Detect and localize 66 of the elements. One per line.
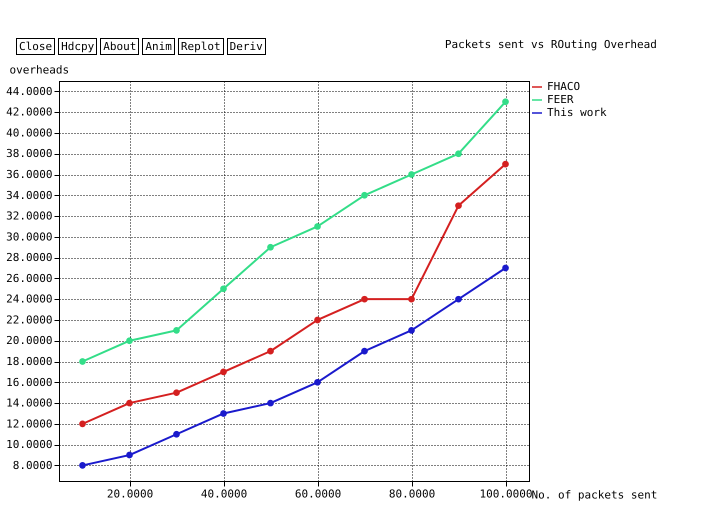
toolbar-button[interactable]: About (100, 38, 140, 55)
point (502, 264, 509, 272)
point (314, 378, 321, 386)
point (408, 296, 415, 303)
point (455, 202, 462, 210)
y-tick-label: 38.0000 (6, 147, 52, 160)
y-tick-label: 14.0000 (6, 396, 52, 410)
point (126, 452, 133, 458)
point (455, 150, 462, 158)
y-tick-label: 44.0000 (6, 84, 52, 98)
y-tick-label: 16.0000 (6, 376, 52, 389)
y-tick-label: 32.0000 (6, 210, 52, 223)
x-tick-label: 20.0000 (106, 488, 154, 500)
x-tick-label: 60.0000 (294, 488, 342, 500)
point (361, 348, 368, 354)
point (408, 171, 415, 178)
y-tick-label: 8.0000 (12, 458, 52, 472)
point (455, 296, 462, 303)
y-tick-label: 12.0000 (6, 417, 52, 430)
toolbar-button[interactable]: Close (16, 38, 56, 55)
y-axis-title: overheads (10, 64, 70, 76)
point (79, 462, 86, 469)
legend-label: FEER (547, 93, 574, 106)
chart-title: Packets sent vs ROuting Overhead (444, 38, 657, 51)
point (126, 337, 133, 344)
y-tick-label: 40.0000 (6, 126, 52, 140)
point (79, 420, 86, 428)
y-tick-label: 30.0000 (6, 230, 52, 244)
point (173, 389, 180, 396)
point (361, 192, 368, 199)
x-tick-label: 100.0000 (480, 488, 532, 500)
point (502, 98, 509, 106)
x-tick-label: 40.0000 (200, 488, 248, 500)
y-tick-label: 26.0000 (6, 272, 52, 285)
y-tick-label: 22.0000 (6, 313, 52, 326)
point (361, 296, 368, 303)
toolbar-button[interactable]: Deriv (226, 38, 266, 55)
point (173, 430, 180, 438)
point (267, 400, 274, 406)
point (126, 400, 133, 406)
point (267, 244, 274, 251)
legend-label: FHACO (547, 80, 580, 93)
point (267, 348, 274, 354)
point (79, 358, 86, 365)
toolbar-button[interactable]: Anim (142, 38, 175, 55)
point (220, 368, 227, 376)
point (173, 327, 180, 334)
toolbar-button[interactable]: Replot (178, 38, 224, 55)
x-tick-label: 80.0000 (388, 488, 436, 500)
y-tick-label: 28.0000 (6, 251, 52, 264)
legend-label: This work (547, 106, 607, 119)
y-tick-label: 20.0000 (6, 334, 52, 348)
point (314, 316, 321, 324)
x-axis-title: No. of packets sent (532, 488, 658, 502)
point (408, 327, 415, 334)
point (314, 223, 321, 230)
y-tick-label: 10.0000 (6, 438, 52, 452)
y-tick-label: 36.0000 (6, 168, 52, 182)
y-tick-label: 42.0000 (6, 106, 52, 119)
toolbar-button[interactable]: Hdcpy (58, 38, 98, 55)
point (502, 160, 509, 168)
point (220, 285, 227, 292)
y-tick-label: 24.0000 (6, 292, 52, 306)
point (220, 410, 227, 417)
y-tick-label: 18.0000 (6, 355, 52, 368)
y-tick-label: 34.0000 (6, 188, 52, 202)
